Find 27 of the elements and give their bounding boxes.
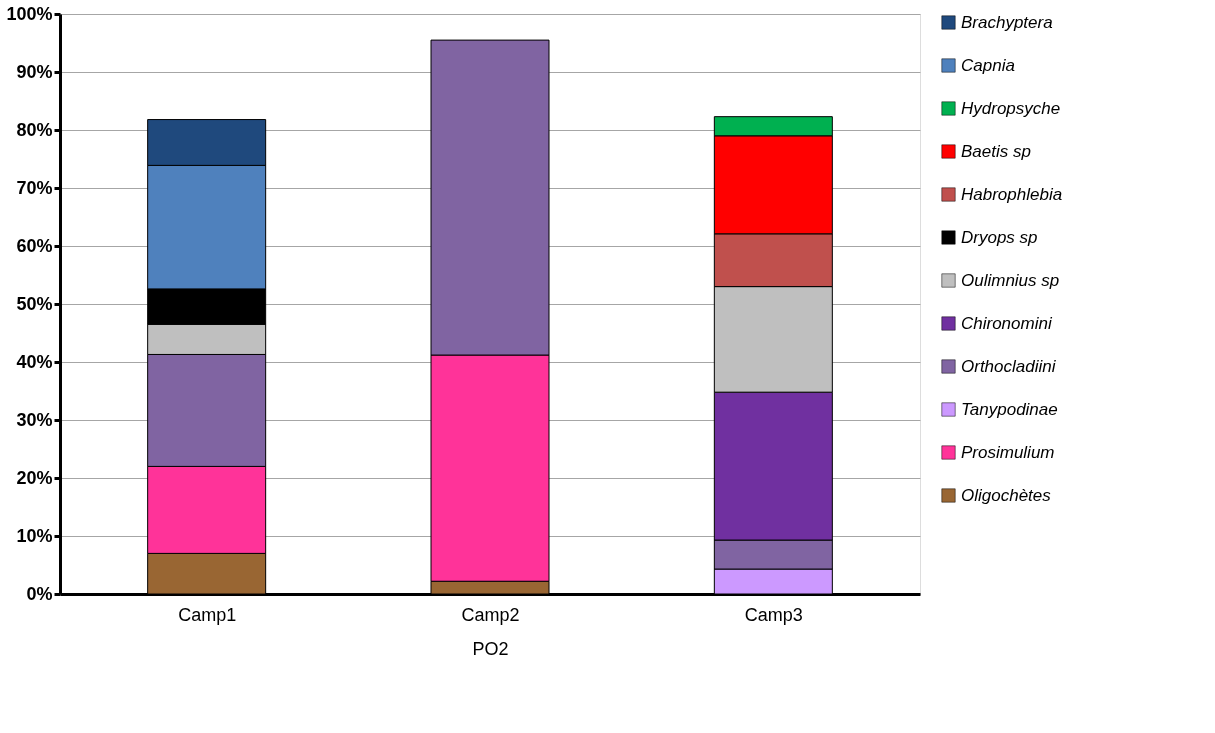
legend-label: Habrophlebia bbox=[961, 184, 1063, 204]
y-tick-label: 10% bbox=[16, 525, 53, 546]
y-tick-label: 30% bbox=[16, 409, 53, 430]
y-tick-label: 60% bbox=[16, 235, 53, 256]
y-tick-label: 100% bbox=[6, 3, 53, 24]
x-tick-label: Camp2 bbox=[461, 604, 520, 625]
y-tick-label: 50% bbox=[16, 293, 53, 314]
legend-label: Oulimnius sp bbox=[961, 270, 1060, 290]
legend-label: Orthocladiini bbox=[961, 356, 1057, 376]
legend-label: Chironomini bbox=[961, 313, 1053, 333]
legend-label: Dryops sp bbox=[961, 227, 1038, 247]
x-tick-label: Camp3 bbox=[744, 604, 803, 625]
legend-label: Hydropsyche bbox=[961, 98, 1061, 118]
legend-label: Oligochètes bbox=[961, 485, 1052, 505]
legend-label: Brachyptera bbox=[961, 12, 1053, 32]
legend-label: Prosimulium bbox=[961, 442, 1055, 462]
y-tick-label: 40% bbox=[16, 351, 53, 372]
legend-label: Tanypodinae bbox=[961, 399, 1058, 419]
y-tick-label: 70% bbox=[16, 177, 53, 198]
y-tick-label: 90% bbox=[16, 61, 53, 82]
x-axis-title: PO2 bbox=[472, 638, 509, 659]
legend-label: Baetis sp bbox=[961, 141, 1031, 161]
legend-label: Capnia bbox=[961, 55, 1015, 75]
y-tick-label: 20% bbox=[16, 467, 53, 488]
x-tick-label: Camp1 bbox=[178, 604, 237, 625]
y-tick-label: 80% bbox=[16, 119, 53, 140]
y-tick-label: 0% bbox=[26, 583, 53, 604]
